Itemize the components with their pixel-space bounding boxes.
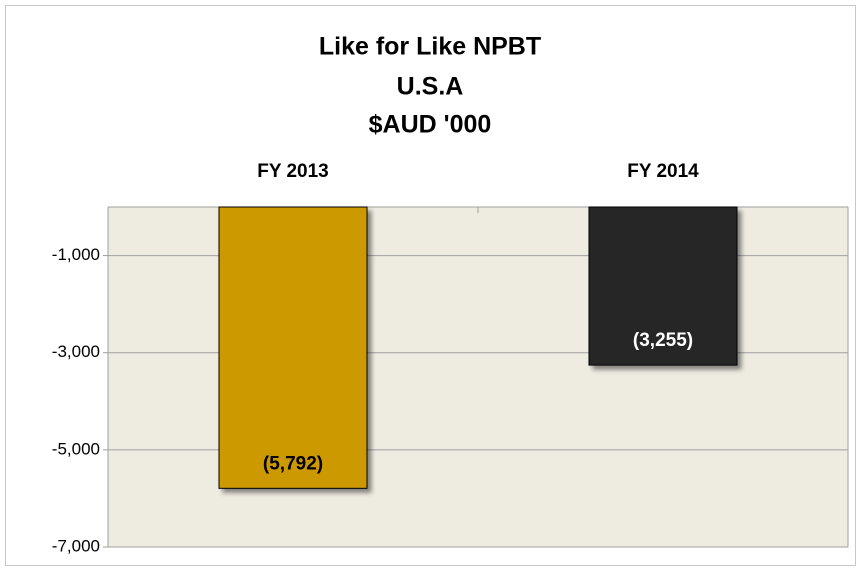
- x-tick-label: FY 2014: [627, 161, 699, 182]
- chart-title: Like for Like NPBT: [319, 33, 541, 61]
- y-tick-label: -5,000: [52, 439, 100, 458]
- chart-title: $AUD '000: [369, 111, 492, 139]
- y-tick-label: -7,000: [52, 536, 100, 555]
- value-label: (5,792): [263, 453, 323, 474]
- x-tick-label: FY 2013: [257, 161, 328, 182]
- bar: [218, 206, 368, 489]
- bar: [588, 206, 738, 366]
- value-label: (3,255): [633, 330, 693, 351]
- y-tick-label: -3,000: [52, 342, 100, 361]
- chart-title: U.S.A: [397, 73, 464, 101]
- y-tick-label: -1,000: [52, 245, 100, 264]
